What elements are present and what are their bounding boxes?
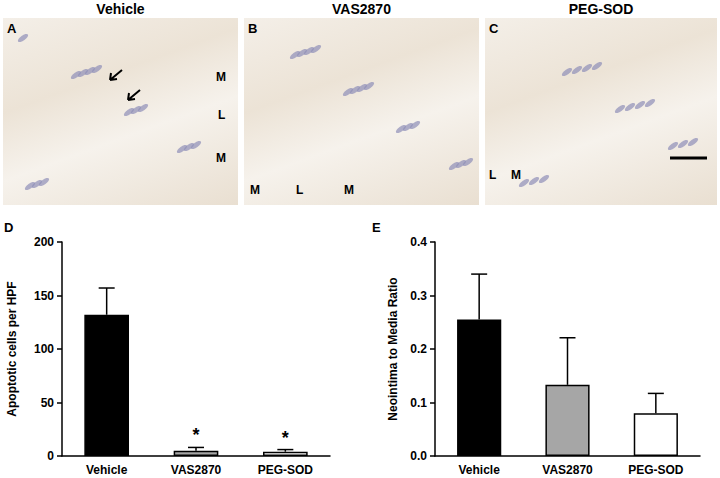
html-text:A: A xyxy=(7,21,17,36)
svg-text:E: E xyxy=(372,220,381,235)
svg-text:D: D xyxy=(4,220,13,235)
svg-text:Vehicle: Vehicle xyxy=(86,463,128,477)
svg-text:150: 150 xyxy=(34,289,54,303)
svg-text:100: 100 xyxy=(34,342,54,356)
html-text:VAS2870: VAS2870 xyxy=(332,1,391,17)
svg-text:PEG-SOD: PEG-SOD xyxy=(628,463,684,477)
svg-text:0.2: 0.2 xyxy=(410,342,427,356)
svg-text:0.1: 0.1 xyxy=(410,396,427,410)
html-text:L: L xyxy=(296,183,304,197)
html-text:C: C xyxy=(489,21,499,36)
html-text:B: B xyxy=(248,21,258,36)
svg-text:VAS2870: VAS2870 xyxy=(542,463,593,477)
svg-text:VAS2870: VAS2870 xyxy=(171,463,222,477)
svg-text:50: 50 xyxy=(41,396,55,410)
html-text:Vehicle: Vehicle xyxy=(96,1,145,17)
html-text:L: L xyxy=(218,108,226,122)
html-text:L: L xyxy=(489,168,497,182)
svg-text:0: 0 xyxy=(47,449,54,463)
html-text:M: M xyxy=(216,70,226,84)
html-text:PEG-SOD: PEG-SOD xyxy=(568,1,634,17)
html-text:M: M xyxy=(250,183,260,197)
svg-text:0.4: 0.4 xyxy=(410,235,427,249)
svg-text:Vehicle: Vehicle xyxy=(458,463,500,477)
html-text:M: M xyxy=(216,151,226,165)
svg-text:PEG-SOD: PEG-SOD xyxy=(258,463,314,477)
svg-text:0.3: 0.3 xyxy=(410,289,427,303)
html-text:M: M xyxy=(511,168,521,182)
svg-text:*: * xyxy=(282,428,289,448)
svg-text:Apoptotic cells per HPF: Apoptotic cells per HPF xyxy=(5,281,19,416)
svg-text:*: * xyxy=(192,425,199,445)
svg-text:Neointima to Media Ratio: Neointima to Media Ratio xyxy=(386,277,400,420)
svg-text:200: 200 xyxy=(34,235,54,249)
svg-text:0.0: 0.0 xyxy=(410,449,427,463)
html-text:M: M xyxy=(344,183,354,197)
